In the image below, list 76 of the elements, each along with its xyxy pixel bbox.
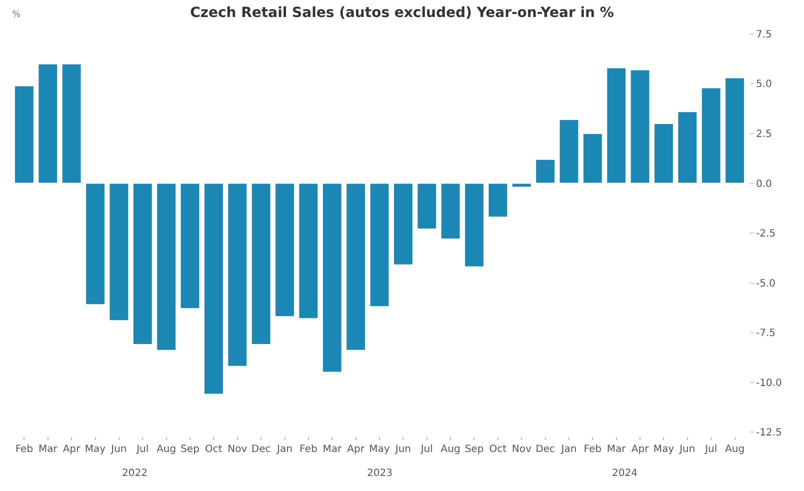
x-tick-label: Sep [464,444,484,455]
y-tick-label: -10.0 [756,378,782,389]
bar [700,87,722,184]
bar [322,182,342,373]
y-tick-label: -2.5 [756,228,776,240]
x-tick-label: May [653,444,674,455]
x-tick-label: Mar [38,444,58,455]
bar [132,182,153,345]
bar [38,63,58,184]
bar [85,182,106,306]
x-tick-label: Nov [512,444,532,455]
bar [677,111,698,184]
bar [14,85,34,184]
x-tick-label: Feb [584,444,602,455]
bar [298,182,319,320]
y-tick-label: 0.0 [756,178,772,190]
bar [606,67,627,184]
x-tick-label: Jan [276,444,292,455]
y-tick-label: -5.0 [756,278,776,290]
x-tick-label: Mar [322,444,342,455]
bar [511,182,532,188]
x-tick-label: Dec [536,444,555,455]
bar [558,119,580,184]
bar [582,132,603,184]
bar [369,182,390,308]
x-tick-label: Sep [180,444,200,455]
text: 2024 [612,468,638,479]
x-tick-label: Jun [678,444,696,455]
x-tick-label: Feb [300,444,318,455]
bar [535,158,556,184]
y-tick-label: 5.0 [756,79,772,90]
x-tick-label: Feb [15,444,34,455]
bar [61,63,82,184]
x-tick-label: Jul [136,444,149,455]
x-tick-label: Mar [606,444,627,455]
bar [180,182,200,310]
x-tick-label: Aug [156,444,176,455]
x-tick-label: Apr [347,444,366,455]
x-tick-label: Aug [725,444,745,455]
text: 2022 [122,468,148,479]
x-tick-label: Jun [110,444,127,455]
x-tick-label: Jul [704,444,718,455]
x-tick-label: Apr [631,444,650,455]
x-tick-label: Aug [440,444,460,455]
bar [346,182,366,351]
bar [108,182,130,322]
x-tick-label: Nov [228,444,248,455]
bar [440,182,461,240]
bar [654,123,674,184]
x-tick-label: May [369,444,390,455]
chart-title: Czech Retail Sales (autos excluded) Year-on-Year in % [190,5,614,22]
y-tick-label: -7.5 [756,328,776,340]
x-tick-label: Dec [251,444,271,455]
y-tick-label: -12.5 [756,428,782,439]
bar [488,182,508,218]
x-tick-label: Jan [560,444,577,455]
x-tick-label: Oct [489,444,507,455]
x-tick-label: Apr [62,444,82,455]
x-tick-label: Oct [205,444,222,455]
y-axis-title: % [12,10,21,20]
bar [464,182,484,268]
bar [203,182,224,395]
x-tick-label: Jul [420,444,433,455]
bar [274,182,295,318]
y-tick-label: 2.5 [756,128,772,140]
bar [156,182,177,351]
bar [724,77,745,184]
x-tick-label: May [84,444,106,455]
bar [416,182,438,230]
bar [227,182,248,367]
bar [630,69,650,184]
y-tick-label: 7.5 [756,29,772,40]
bar [250,182,272,345]
x-tick-label: Jun [394,444,412,455]
bar [392,182,414,266]
text: 2023 [367,468,392,479]
